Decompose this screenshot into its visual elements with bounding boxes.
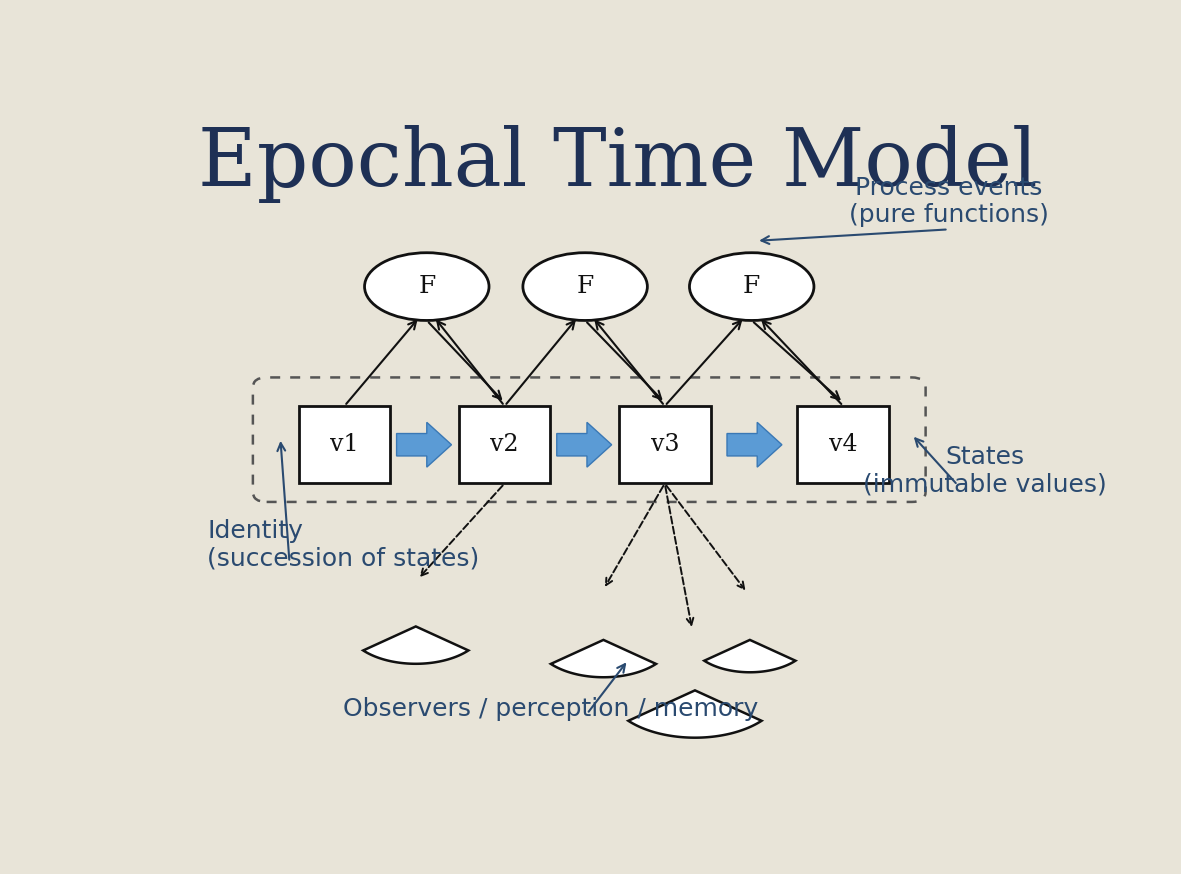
Polygon shape (628, 690, 762, 738)
Text: v4: v4 (829, 434, 857, 456)
Text: F: F (418, 275, 436, 298)
FancyBboxPatch shape (458, 406, 550, 483)
Ellipse shape (690, 253, 814, 321)
Ellipse shape (523, 253, 647, 321)
Text: States
(immutable values): States (immutable values) (863, 445, 1107, 496)
Text: Process events
(pure functions): Process events (pure functions) (849, 176, 1049, 227)
Polygon shape (556, 422, 612, 467)
Text: F: F (576, 275, 594, 298)
Text: Identity
(succession of states): Identity (succession of states) (207, 519, 479, 571)
Text: Epochal Time Model: Epochal Time Model (198, 125, 1038, 203)
Ellipse shape (365, 253, 489, 321)
Text: v2: v2 (490, 434, 518, 456)
Text: Observers / perception / memory: Observers / perception / memory (342, 697, 758, 721)
Polygon shape (364, 627, 469, 663)
Polygon shape (550, 640, 655, 677)
Polygon shape (727, 422, 782, 467)
Text: F: F (743, 275, 761, 298)
Text: v1: v1 (331, 434, 359, 456)
Text: v3: v3 (651, 434, 679, 456)
Polygon shape (704, 640, 796, 672)
FancyBboxPatch shape (619, 406, 711, 483)
FancyBboxPatch shape (797, 406, 889, 483)
FancyBboxPatch shape (299, 406, 390, 483)
Polygon shape (397, 422, 451, 467)
